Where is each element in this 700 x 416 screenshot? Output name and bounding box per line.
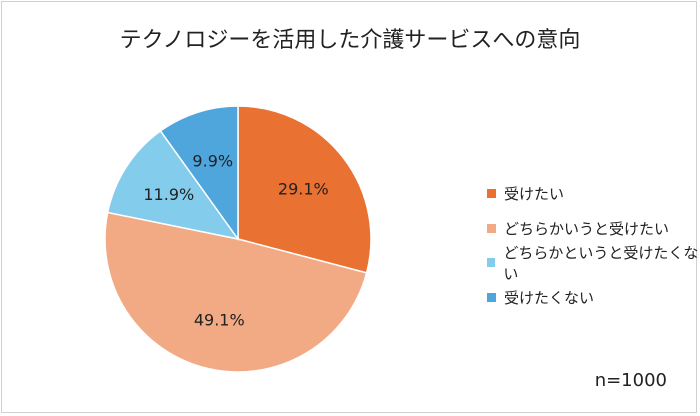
legend-item: 受けたくない: [487, 280, 700, 315]
chart-title: テクノロジーを活用した介護サービスへの意向: [119, 28, 581, 53]
legend-swatch: [487, 188, 496, 198]
legend-swatch: [487, 258, 496, 268]
pie-slice: [159, 105, 239, 242]
legend-item: どちらかいうと受けたい: [487, 211, 700, 246]
pie-slice: [106, 129, 240, 241]
legend: 受けたいどちらかいうと受けたいどちらかというと受けたくない受けたくない: [487, 176, 700, 315]
legend-item: 受けたい: [487, 176, 700, 211]
legend-label: 受けたくない: [504, 288, 595, 307]
pie-slice: [104, 211, 368, 373]
legend-swatch: [487, 292, 496, 302]
sample-size-note: n=1000: [594, 370, 667, 391]
legend-item: どちらかというと受けたくない: [487, 244, 700, 283]
legend-swatch: [487, 223, 496, 233]
data-label: 9.9%: [192, 151, 233, 170]
legend-label: どちらかというと受けたくない: [503, 243, 699, 283]
legend-label: どちらかいうと受けたい: [504, 219, 670, 238]
pie-slice: [237, 105, 372, 274]
legend-label: 受けたい: [504, 184, 565, 203]
data-label: 29.1%: [278, 180, 329, 199]
data-label: 49.1%: [194, 310, 245, 329]
data-label: 11.9%: [143, 185, 194, 204]
